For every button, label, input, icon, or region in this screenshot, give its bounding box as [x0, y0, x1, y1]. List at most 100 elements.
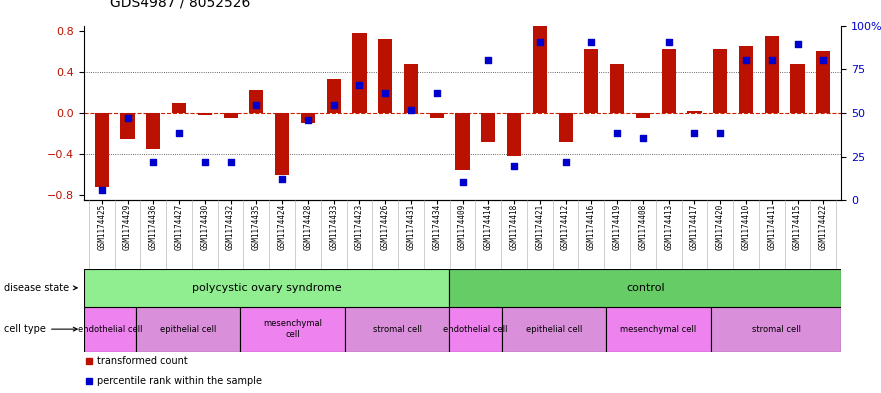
Text: mesenchymal cell: mesenchymal cell	[620, 325, 697, 334]
Bar	[403, 64, 418, 113]
Bar	[687, 111, 701, 113]
Point	[559, 159, 573, 165]
Point	[275, 176, 289, 182]
Point	[507, 163, 522, 169]
Point	[714, 130, 728, 136]
Point	[817, 57, 831, 63]
Text: GSM1174425: GSM1174425	[97, 204, 107, 250]
Text: GSM1174434: GSM1174434	[433, 204, 441, 250]
Text: GSM1174424: GSM1174424	[278, 204, 286, 250]
Text: polycystic ovary syndrome: polycystic ovary syndrome	[192, 283, 342, 293]
Bar	[606, 307, 711, 352]
Bar	[662, 49, 676, 113]
Bar	[455, 113, 470, 169]
Point	[352, 82, 366, 88]
Text: GSM1174409: GSM1174409	[458, 204, 467, 250]
Text: transformed count: transformed count	[97, 356, 188, 366]
Bar	[449, 307, 501, 352]
Text: percentile rank within the sample: percentile rank within the sample	[97, 376, 263, 386]
Point	[172, 130, 186, 136]
Bar	[713, 49, 728, 113]
Text: GSM1174416: GSM1174416	[587, 204, 596, 250]
Bar	[241, 307, 345, 352]
Point	[378, 90, 392, 96]
Text: endothelial cell: endothelial cell	[78, 325, 142, 334]
Point	[765, 57, 779, 63]
Bar	[352, 33, 366, 113]
Point	[611, 130, 625, 136]
Text: GSM1174436: GSM1174436	[149, 204, 158, 250]
Bar	[559, 113, 573, 142]
Text: GSM1174420: GSM1174420	[715, 204, 725, 250]
Text: GSM1174419: GSM1174419	[612, 204, 622, 250]
Bar	[739, 46, 753, 113]
Bar	[481, 113, 495, 142]
Text: stromal cell: stromal cell	[373, 325, 422, 334]
Text: GSM1174408: GSM1174408	[639, 204, 648, 250]
Text: GSM1174411: GSM1174411	[767, 204, 776, 250]
Text: GSM1174432: GSM1174432	[226, 204, 235, 250]
Bar	[84, 307, 136, 352]
Bar	[711, 307, 841, 352]
Text: GSM1174430: GSM1174430	[200, 204, 210, 250]
Text: GSM1174410: GSM1174410	[742, 204, 751, 250]
Text: GSM1174426: GSM1174426	[381, 204, 389, 250]
Text: GDS4987 / 8052526: GDS4987 / 8052526	[110, 0, 250, 10]
Bar	[146, 113, 160, 149]
Text: cell type: cell type	[4, 324, 78, 334]
Text: GSM1174422: GSM1174422	[818, 204, 828, 250]
Text: GSM1174435: GSM1174435	[252, 204, 261, 250]
Bar	[172, 103, 186, 113]
Point	[455, 179, 470, 185]
Point	[249, 102, 263, 108]
Bar	[610, 64, 625, 113]
Bar	[345, 307, 449, 352]
Point	[121, 115, 135, 121]
Text: GSM1174427: GSM1174427	[174, 204, 183, 250]
Text: epithelial cell: epithelial cell	[526, 325, 582, 334]
Point	[481, 57, 495, 63]
Bar	[84, 269, 449, 307]
Text: epithelial cell: epithelial cell	[160, 325, 217, 334]
Text: GSM1174418: GSM1174418	[509, 204, 519, 250]
Bar	[765, 36, 779, 113]
Text: GSM1174415: GSM1174415	[793, 204, 802, 250]
Text: GSM1174428: GSM1174428	[303, 204, 313, 250]
Bar	[136, 307, 241, 352]
Bar	[327, 79, 341, 113]
Bar	[197, 113, 212, 115]
Point	[687, 130, 701, 136]
Bar	[224, 113, 238, 118]
Point	[224, 159, 238, 165]
Bar	[449, 269, 841, 307]
Point	[533, 39, 547, 45]
Text: GSM1174417: GSM1174417	[690, 204, 699, 250]
Bar	[430, 113, 444, 118]
Bar	[636, 113, 650, 118]
Text: stromal cell: stromal cell	[751, 325, 801, 334]
Bar	[533, 15, 547, 113]
Point	[403, 107, 418, 113]
Text: disease state: disease state	[4, 283, 78, 293]
Bar	[816, 51, 831, 113]
Bar	[501, 307, 606, 352]
Point	[197, 159, 211, 165]
Point	[662, 39, 676, 45]
Text: control: control	[626, 283, 665, 293]
Text: GSM1174414: GSM1174414	[484, 204, 492, 250]
Bar	[94, 113, 109, 187]
Text: mesenchymal
cell: mesenchymal cell	[263, 320, 322, 339]
Point	[430, 90, 444, 96]
Text: GSM1174423: GSM1174423	[355, 204, 364, 250]
Point	[636, 134, 650, 141]
Point	[327, 102, 341, 108]
Text: GSM1174412: GSM1174412	[561, 204, 570, 250]
Bar	[790, 64, 804, 113]
Text: endothelial cell: endothelial cell	[443, 325, 507, 334]
Bar	[300, 113, 315, 123]
Point	[146, 159, 160, 165]
Text: GSM1174433: GSM1174433	[329, 204, 338, 250]
Point	[739, 57, 753, 63]
Bar	[121, 113, 135, 139]
Bar	[275, 113, 289, 175]
